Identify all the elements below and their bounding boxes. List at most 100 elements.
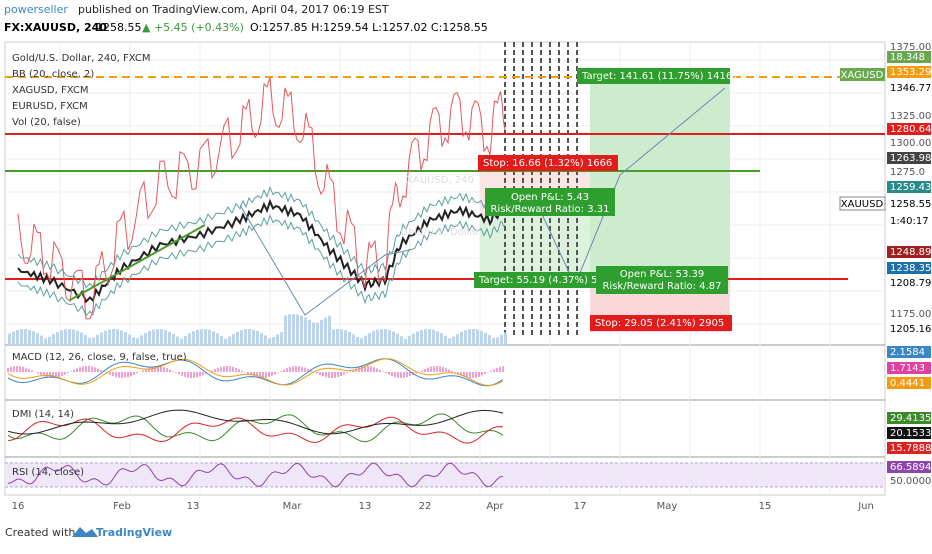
- price-label: 1346.77: [890, 83, 931, 94]
- volume-bar: [340, 329, 343, 345]
- legend-item: EURUSD, FXCM: [12, 101, 88, 112]
- volume-bar: [48, 336, 51, 345]
- indicator-label: 66.5894: [890, 462, 931, 473]
- volume-bar: [296, 314, 299, 345]
- volume-bar: [444, 335, 447, 345]
- stop-label: Stop: 16.66 (1.32%) 1666: [483, 158, 612, 169]
- volume-bar: [244, 329, 247, 345]
- annotations: Target: 141.61 (11.75%) 14161 Stop: 16.6…: [474, 68, 739, 331]
- price-tag: [887, 51, 931, 63]
- volume-bar: [68, 329, 71, 345]
- date-label: 15: [759, 501, 772, 512]
- volume-bar: [312, 322, 315, 345]
- legend-item: Gold/U.S. Dollar, 240, FXCM: [12, 53, 150, 64]
- footer-created: Created with: [5, 526, 75, 539]
- indicator-label: 29.4135: [890, 413, 931, 424]
- volume-bar: [328, 315, 331, 345]
- date-label: 16: [12, 501, 25, 512]
- publisher[interactable]: powerseller: [4, 3, 68, 16]
- volume-bar: [348, 332, 351, 345]
- volume-bar: [80, 332, 83, 345]
- volume-bar: [500, 334, 503, 345]
- volume-bar: [272, 337, 275, 345]
- volume-bar: [180, 338, 183, 345]
- legend-item: XAGUSD, FXCM: [12, 85, 88, 96]
- price-label: 1208.79: [890, 278, 931, 289]
- volume-bar: [284, 315, 287, 345]
- stop-label: Stop: 29.05 (2.41%) 2905: [595, 318, 724, 329]
- symbol: FX:XAUUSD, 240: [4, 21, 107, 34]
- volume-bar: [248, 329, 251, 345]
- indicator-label: 15.7888: [890, 443, 931, 454]
- volume-bar: [32, 331, 35, 345]
- legend-item: BB (20, close, 2): [12, 69, 94, 80]
- volume-bar: [28, 329, 31, 345]
- legend: Gold/U.S. Dollar, 240, FXCM BB (20, close…: [12, 53, 187, 478]
- date-label: 13: [359, 501, 372, 512]
- volume-bar: [496, 337, 499, 345]
- price-tag: [887, 262, 931, 274]
- volume-bar: [320, 320, 323, 345]
- indicator-tag: [887, 377, 931, 389]
- indicator-label: 0.4441: [890, 378, 925, 389]
- footer-brand[interactable]: TradingView: [96, 526, 172, 539]
- price-label: 1353.29: [890, 67, 931, 78]
- price-label: 1280.64: [890, 124, 931, 135]
- volume-bar: [108, 329, 111, 345]
- volume-bar: [8, 333, 11, 345]
- volume-bar: [288, 314, 291, 345]
- volume-bar: [236, 331, 239, 345]
- price-label: 1258.55: [890, 199, 931, 210]
- indicator-label: 2.1584: [890, 347, 925, 358]
- volume-bar: [376, 329, 379, 345]
- volume-bar: [152, 329, 155, 345]
- volume-bar: [36, 333, 39, 345]
- volume-bar: [268, 338, 271, 345]
- date-label: 22: [419, 501, 432, 512]
- volume-bar: [144, 332, 147, 345]
- trend-line: [69, 224, 206, 301]
- price-tag: [887, 246, 931, 258]
- price-label: 1175.00: [890, 309, 931, 320]
- volume-bar: [472, 329, 475, 345]
- price-label: 1375.00: [890, 42, 931, 53]
- indicator-tag: [887, 412, 931, 424]
- volume-bar: [356, 336, 359, 345]
- indicator-label: 50.0000: [890, 476, 931, 487]
- volume-bar: [432, 329, 435, 345]
- volume-bar: [120, 330, 123, 345]
- target-label: Target: 141.61 (11.75%) 14161: [581, 71, 739, 82]
- date-label: Jun: [857, 501, 874, 512]
- watermark-name: Gold/U.S. Dollar: [400, 227, 480, 238]
- rr-label: Risk/Reward Ratio: 4.87: [602, 281, 721, 292]
- volume-bar: [256, 330, 259, 345]
- dmi-minus: [7, 416, 504, 444]
- volume-bar: [44, 338, 47, 345]
- volume-bar: [24, 329, 27, 345]
- volume-bar: [160, 329, 163, 345]
- pnl-label: Open P&L: 5.43: [511, 192, 589, 203]
- price-label: 1275.0: [890, 167, 925, 178]
- date-label: Apr: [486, 501, 504, 512]
- volume-bar: [172, 333, 175, 345]
- volume-bar: [424, 329, 427, 345]
- target-zone: [480, 215, 590, 280]
- volume-bar: [204, 329, 207, 345]
- price-label: 18.348: [890, 52, 925, 63]
- volume-bar: [264, 335, 267, 345]
- volume-bar: [20, 329, 23, 345]
- volume-bar: [156, 329, 159, 345]
- volume-bar: [316, 322, 319, 345]
- bb-lower: [17, 213, 506, 317]
- volume-bar: [480, 330, 483, 345]
- volume-bar: [212, 331, 215, 345]
- macd-line: [7, 358, 504, 387]
- price-label: 1263.98: [890, 153, 931, 164]
- volume-bar: [16, 329, 19, 345]
- date-label: Feb: [113, 501, 131, 512]
- pane-title: RSI (14, close): [12, 467, 84, 478]
- date-label: 17: [574, 501, 587, 512]
- volume-bar: [56, 331, 59, 345]
- volume-bar: [200, 329, 203, 345]
